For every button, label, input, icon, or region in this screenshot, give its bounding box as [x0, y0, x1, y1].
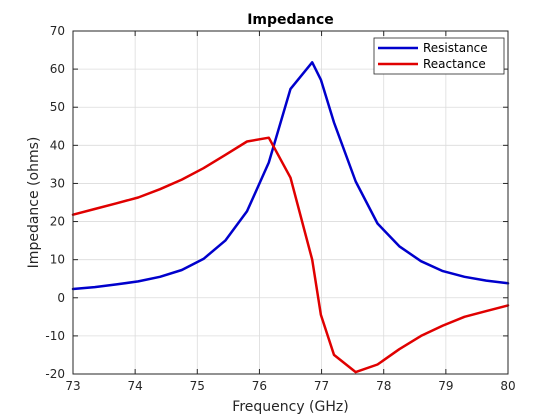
x-tick-label: 74: [128, 379, 143, 393]
y-tick-label: -20: [45, 367, 65, 381]
y-axis-title: Impedance (ohms): [26, 137, 42, 269]
x-axis-title: Frequency (GHz): [232, 399, 348, 415]
legend-label-reactance: Reactance: [423, 57, 486, 71]
x-tick-label: 80: [500, 379, 515, 393]
x-tick-label: 77: [314, 379, 329, 393]
series-line-resistance: [71, 61, 510, 291]
y-tick-label: 60: [50, 62, 65, 76]
plot-area: [73, 31, 508, 374]
chart-title: Impedance: [247, 12, 334, 28]
axis-ticks: 73 74 75 76 77 78 79 80 -20 -10 0 10 20 30 40 50 60 70: [45, 24, 515, 393]
legend: Resistance Reactance: [373, 37, 505, 75]
y-tick-label: 30: [50, 176, 65, 190]
x-tick-label: 78: [376, 379, 391, 393]
legend-box: [373, 37, 505, 75]
y-tick-label: 20: [50, 215, 65, 229]
y-tick-label: 70: [50, 24, 65, 38]
legend-label-resistance: Resistance: [423, 41, 488, 55]
axes-box: [72, 30, 509, 375]
y-tick-label: -10: [45, 329, 65, 343]
series-line-reactance: [71, 136, 510, 374]
y-tick-label: 40: [50, 138, 65, 152]
x-tick-label: 73: [65, 379, 80, 393]
series-layer: [71, 61, 510, 374]
y-tick-label: 50: [50, 100, 65, 114]
x-tick-label: 79: [438, 379, 453, 393]
x-tick-label: 76: [252, 379, 267, 393]
x-tick-label: 75: [190, 379, 205, 393]
y-tick-label: 0: [57, 291, 65, 305]
y-tick-label: 10: [50, 253, 65, 267]
